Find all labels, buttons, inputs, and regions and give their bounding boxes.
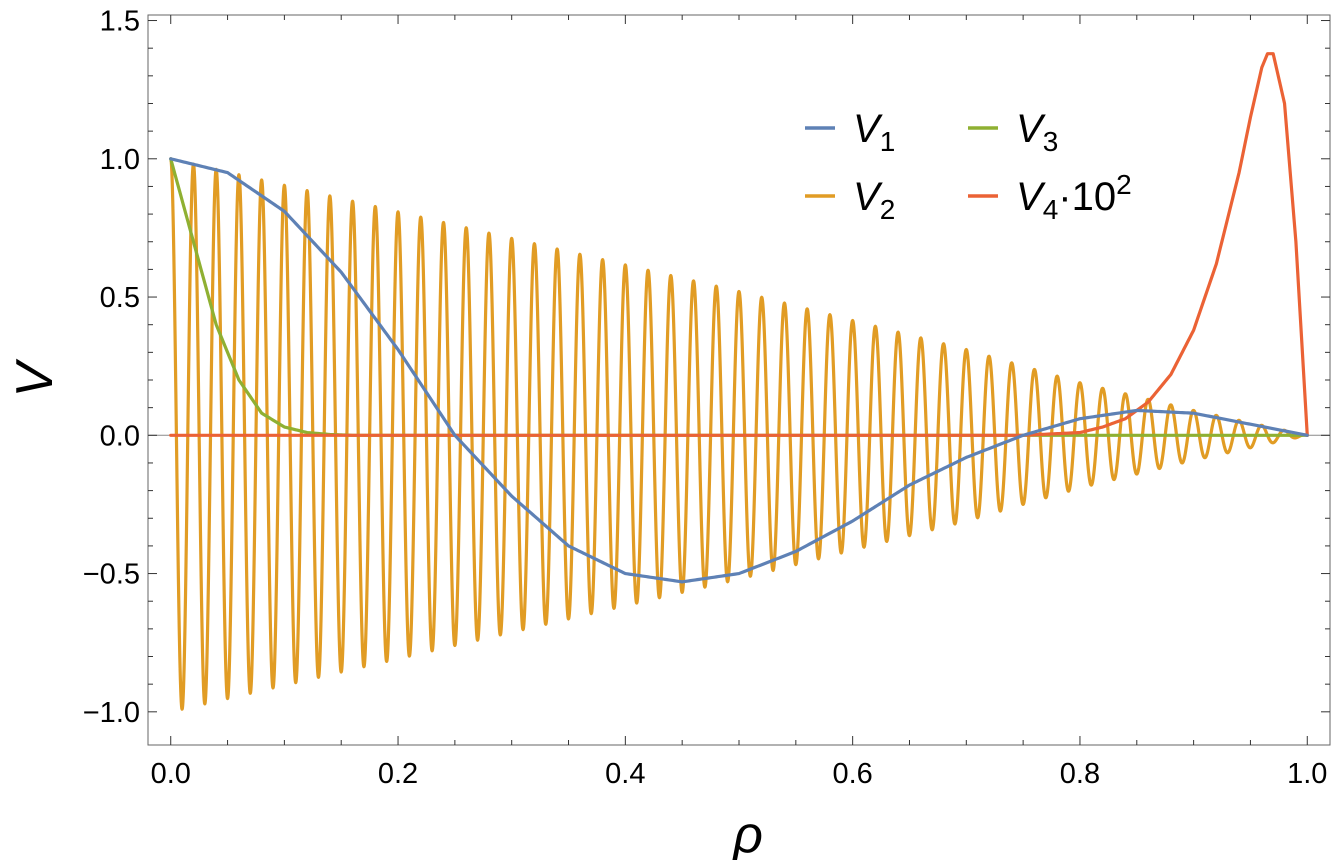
y-tick-label: 1.0 (100, 144, 140, 176)
legend-label: V4·102 (1016, 169, 1132, 225)
series-line-2 (169, 157, 1309, 711)
legend: V1 V2 V3 V4·102 (805, 107, 1132, 225)
x-tick-label: 0.8 (1060, 758, 1100, 790)
y-axis-ticks: −1.0 −0.5 0.0 0.5 1.0 1.5 (83, 6, 1330, 729)
y-tick-label: 0.0 (100, 420, 140, 452)
series-line-1 (169, 157, 1309, 584)
y-tick-label: 1.5 (100, 6, 140, 38)
x-tick-label: 0.2 (378, 758, 418, 790)
legend-label: V3 (1016, 107, 1058, 157)
x-axis-title: ρ (731, 806, 763, 860)
x-tick-label: 0.4 (605, 758, 645, 790)
x-tick-label: 0.6 (832, 758, 872, 790)
y-tick-label: −0.5 (83, 559, 140, 591)
series-line-4 (169, 52, 1309, 437)
y-tick-label: 0.5 (100, 282, 140, 314)
x-tick-label: 1.0 (1287, 758, 1327, 790)
legend-label: V2 (853, 175, 895, 225)
y-axis-title: V (6, 358, 64, 397)
x-axis-ticks: 0.0 0.2 0.4 0.6 0.8 1.0 (151, 15, 1327, 790)
y-tick-label: −1.0 (83, 697, 140, 729)
legend-label: V1 (853, 107, 895, 157)
x-tick-label: 0.0 (151, 758, 191, 790)
series-layer (169, 52, 1309, 711)
